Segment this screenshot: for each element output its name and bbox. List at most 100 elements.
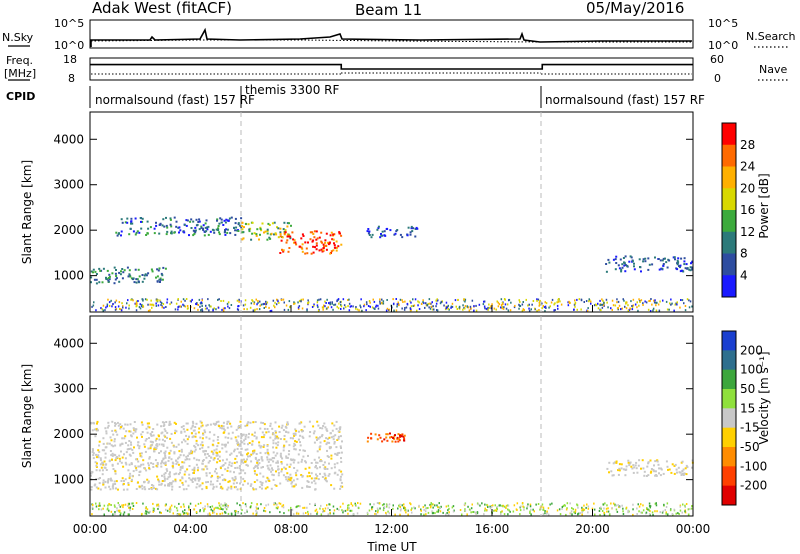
data-cell: [218, 298, 220, 301]
data-cell: [264, 487, 267, 490]
data-cell: [282, 429, 285, 432]
data-cell: [198, 485, 201, 488]
data-cell: [194, 226, 197, 229]
data-cell: [500, 306, 502, 309]
data-cell: [255, 513, 257, 516]
data-cell: [162, 303, 165, 305]
data-cell: [188, 505, 190, 508]
data-cell: [518, 307, 520, 310]
data-cell: [151, 440, 153, 443]
data-cell: [109, 477, 112, 480]
data-cell: [221, 447, 224, 450]
data-cell: [328, 302, 330, 305]
data-cell: [334, 303, 337, 306]
data-cell: [231, 431, 234, 434]
data-cell: [217, 436, 220, 438]
data-cell: [295, 512, 298, 515]
data-cell: [649, 505, 652, 508]
data-cell: [334, 471, 337, 474]
data-cell: [131, 502, 133, 505]
data-cell: [676, 301, 678, 304]
data-cell: [574, 508, 577, 511]
data-cell: [574, 305, 576, 308]
data-cell: [669, 509, 672, 512]
data-cell: [617, 473, 620, 476]
data-cell: [422, 299, 424, 302]
data-cell: [657, 303, 660, 306]
data-cell: [310, 462, 313, 464]
data-cell: [437, 509, 440, 512]
data-cell: [476, 511, 479, 514]
data-cell: [91, 513, 93, 516]
data-cell: [611, 507, 613, 510]
data-cell: [130, 441, 132, 444]
data-cell: [161, 459, 164, 462]
data-cell: [132, 432, 135, 435]
data-cell: [340, 447, 342, 449]
data-cell: [173, 216, 176, 219]
data-cell: [581, 509, 583, 512]
data-cell: [454, 299, 457, 302]
data-cell: [621, 504, 623, 507]
data-cell: [155, 487, 157, 490]
data-cell: [549, 503, 551, 506]
data-cell: [273, 233, 275, 236]
data-cell: [671, 513, 674, 515]
data-cell: [625, 307, 628, 310]
data-cell: [319, 298, 322, 301]
data-cell: [208, 512, 211, 515]
data-cell: [102, 507, 104, 510]
noise-sky-line: [90, 27, 692, 47]
data-cell: [201, 437, 204, 440]
data-cell: [677, 261, 680, 264]
data-cell: [659, 474, 662, 477]
data-cell: [301, 435, 304, 438]
data-cell: [98, 469, 101, 472]
data-cell: [135, 488, 138, 490]
data-cell: [301, 486, 304, 489]
data-cell: [372, 298, 374, 301]
data-cell: [316, 461, 319, 464]
data-cell: [193, 457, 196, 460]
data-cell: [324, 426, 327, 429]
data-cell: [644, 300, 646, 303]
data-cell: [314, 466, 317, 469]
data-cell: [531, 303, 533, 306]
data-cell: [142, 502, 144, 505]
data-cell: [360, 306, 362, 309]
data-cell: [603, 507, 605, 510]
data-cell: [429, 307, 432, 310]
data-cell: [289, 306, 291, 309]
data-cell: [105, 432, 108, 435]
data-cell: [427, 511, 430, 514]
data-cell: [312, 425, 315, 428]
data-cell: [439, 507, 441, 510]
data-cell: [158, 438, 161, 441]
data-cell: [114, 454, 117, 457]
data-cell: [286, 239, 289, 242]
data-cell: [228, 463, 231, 466]
data-cell: [120, 512, 122, 515]
data-cell: [197, 431, 200, 434]
data-cell: [193, 472, 195, 474]
data-cell: [448, 513, 450, 516]
data-cell: [429, 506, 432, 509]
data-cell: [203, 509, 205, 511]
data-cell: [124, 423, 127, 426]
data-cell: [290, 482, 293, 485]
data-cell: [293, 434, 296, 437]
data-cell: [647, 461, 650, 464]
data-cell: [574, 512, 576, 515]
data-cell: [95, 278, 98, 281]
data-cell: [236, 461, 238, 464]
data-cell: [381, 301, 383, 304]
data-cell: [186, 428, 189, 431]
data-cell: [129, 472, 132, 475]
data-cell: [469, 305, 472, 308]
data-cell: [101, 473, 104, 476]
data-cell: [168, 473, 171, 476]
data-cell: [374, 433, 377, 436]
data-cell: [133, 421, 136, 423]
data-cell: [114, 308, 117, 311]
data-cell: [496, 507, 498, 509]
